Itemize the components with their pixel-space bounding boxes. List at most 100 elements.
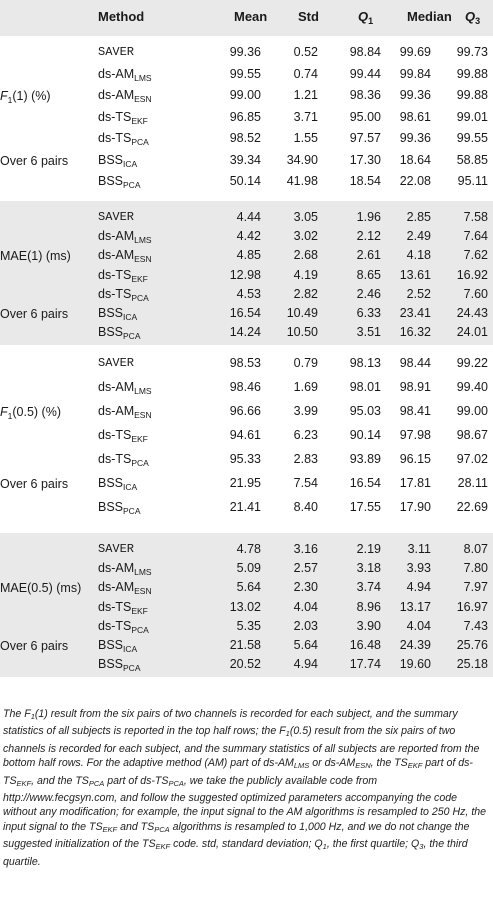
- q1-cell: 18.54: [349, 174, 381, 188]
- table-row: ds-AMLMS 98.46 1.69 98.01 98.91 99.40: [0, 378, 493, 399]
- table-row: ds-TSPCA 98.52 1.55 97.57 99.36 99.55: [0, 129, 493, 150]
- mean-cell: 14.24: [229, 325, 261, 340]
- q1-cell: 98.84: [349, 45, 381, 59]
- table-row: ds-AMLMS 99.55 0.74 99.44 99.84 99.88: [0, 65, 493, 86]
- q3-cell: 7.64: [463, 229, 488, 244]
- median-cell: 96.15: [399, 452, 431, 466]
- q3-cell: 16.97: [456, 599, 488, 614]
- mean-cell: 4.78: [236, 542, 261, 556]
- q1-cell: 93.89: [349, 452, 381, 466]
- method-cell: ds-TSPCA: [98, 618, 149, 635]
- table-footnote: The F1(1) result from the six pairs of t…: [3, 708, 487, 868]
- median-cell: 18.64: [399, 152, 431, 167]
- q1-cell: 99.44: [349, 66, 381, 81]
- std-cell: 2.68: [293, 248, 318, 263]
- table-row: ds-TSEKF 13.02 4.04 8.96 13.17 16.97: [0, 598, 493, 619]
- std-cell: 8.40: [293, 500, 318, 514]
- mean-cell: 4.85: [236, 248, 261, 263]
- median-cell: 19.60: [399, 657, 431, 672]
- median-cell: 13.17: [399, 599, 431, 614]
- mean-cell: 16.54: [229, 306, 261, 320]
- table-row: ds-AMESN 96.66 3.99 95.03 98.41 99.00: [0, 402, 493, 423]
- q1-cell: 97.57: [349, 131, 381, 145]
- q3-cell: 7.60: [463, 286, 488, 301]
- std-cell: 2.57: [293, 561, 318, 576]
- header-q3: Q3: [465, 9, 481, 26]
- median-cell: 2.85: [406, 210, 431, 224]
- std-cell: 2.83: [293, 452, 318, 466]
- method-cell: ds-TSEKF: [98, 428, 148, 444]
- method-cell: ds-TSPCA: [98, 452, 149, 468]
- method-cell: BSSICA: [98, 306, 138, 322]
- table-row: SAVER 98.53 0.79 98.13 98.44 99.22: [0, 354, 493, 375]
- median-cell: 16.32: [399, 325, 431, 340]
- median-cell: 13.61: [399, 267, 431, 282]
- table-row: ds-AMESN 5.64 2.30 3.74 4.94 7.97: [0, 578, 493, 599]
- q3-cell: 25.76: [456, 638, 488, 652]
- group-label: MAE(1) (ms): [0, 249, 71, 264]
- q1-cell: 98.01: [349, 380, 381, 394]
- std-cell: 10.49: [286, 306, 318, 320]
- method-cell: ds-TSEKF: [98, 599, 148, 616]
- header-median: Median: [407, 9, 452, 24]
- table-row: ds-AMLMS 4.42 3.02 2.12 2.49 7.64: [0, 227, 493, 248]
- method-cell: BSSICA: [98, 476, 138, 492]
- table-row: SAVER 4.78 3.16 2.19 3.11 8.07: [0, 540, 493, 561]
- median-cell: 97.98: [399, 428, 431, 442]
- table-group: F1(1) (%) Over 6 pairs SAVER 99.36 0.52 98.84…: [0, 36, 493, 201]
- method-cell: ds-AMLMS: [98, 66, 152, 83]
- std-cell: 1.21: [293, 88, 318, 102]
- group-over-label: Over 6 pairs: [0, 307, 69, 321]
- method-cell: SAVER: [98, 542, 135, 556]
- mean-cell: 5.64: [236, 580, 261, 595]
- table-row: BSSPCA 50.14 41.98 18.54 22.08 95.11: [0, 172, 493, 193]
- group-over-label: Over 6 pairs: [0, 153, 69, 168]
- q1-cell: 17.74: [349, 657, 381, 672]
- std-cell: 3.05: [293, 210, 318, 224]
- std-cell: 2.30: [293, 580, 318, 595]
- std-cell: 4.94: [293, 657, 318, 672]
- q1-cell: 16.48: [349, 638, 381, 652]
- q1-cell: 98.13: [349, 356, 381, 370]
- mean-cell: 96.66: [229, 404, 261, 418]
- q3-cell: 24.43: [456, 306, 488, 320]
- median-cell: 3.11: [407, 542, 431, 556]
- q3-cell: 7.97: [463, 580, 488, 595]
- mean-cell: 4.44: [236, 210, 261, 224]
- mean-cell: 96.85: [229, 109, 261, 124]
- method-cell: ds-AMESN: [98, 404, 152, 420]
- method-cell: BSSPCA: [98, 657, 141, 674]
- method-cell: ds-TSEKF: [98, 267, 148, 284]
- header-mean: Mean: [234, 9, 268, 24]
- q3-cell: 99.73: [456, 45, 488, 59]
- mean-cell: 4.42: [236, 229, 261, 244]
- table-row: BSSPCA 20.52 4.94 17.74 19.60 25.18: [0, 655, 493, 676]
- q3-cell: 16.92: [456, 267, 488, 282]
- std-cell: 41.98: [286, 174, 318, 188]
- median-cell: 23.41: [399, 306, 431, 320]
- table-row: BSSICA 39.34 34.90 17.30 18.64 58.85: [0, 151, 493, 172]
- header-std: Std: [298, 9, 319, 24]
- mean-cell: 99.00: [229, 88, 261, 102]
- q3-cell: 8.07: [463, 542, 488, 556]
- method-cell: SAVER: [98, 356, 135, 370]
- q1-cell: 3.18: [356, 561, 381, 576]
- table-row: ds-TSPCA 5.35 2.03 3.90 4.04 7.43: [0, 617, 493, 638]
- std-cell: 0.74: [293, 66, 318, 81]
- median-cell: 2.52: [406, 286, 431, 301]
- median-cell: 99.36: [399, 131, 431, 145]
- q1-cell: 3.74: [356, 580, 381, 595]
- std-cell: 0.79: [293, 356, 318, 370]
- median-cell: 99.36: [399, 88, 431, 102]
- median-cell: 22.08: [399, 174, 431, 188]
- method-cell: ds-TSEKF: [98, 109, 148, 126]
- q3-cell: 7.62: [463, 248, 488, 263]
- mean-cell: 95.33: [229, 452, 261, 466]
- method-cell: ds-AMLMS: [98, 380, 152, 396]
- q3-cell: 97.02: [456, 452, 488, 466]
- table-row: ds-TSPCA 4.53 2.82 2.46 2.52 7.60: [0, 285, 493, 306]
- group-label: F1(1) (%): [0, 89, 51, 105]
- method-cell: SAVER: [98, 210, 135, 224]
- std-cell: 5.64: [293, 638, 318, 652]
- q3-cell: 7.80: [463, 561, 488, 576]
